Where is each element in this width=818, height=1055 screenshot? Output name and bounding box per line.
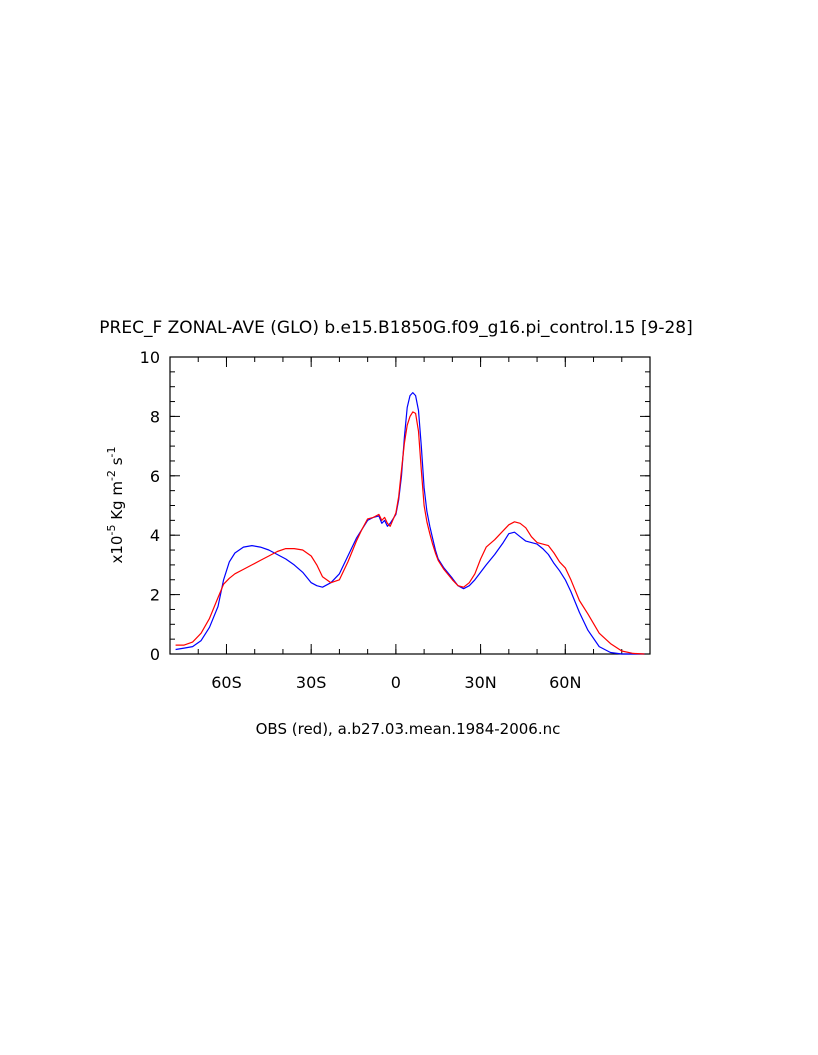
series-line-red	[175, 411, 645, 655]
y-tick-label: 6	[150, 467, 160, 486]
x-tick-label: 30S	[296, 673, 327, 692]
y-tick-label: 4	[150, 526, 160, 545]
y-tick-label: 8	[150, 407, 160, 426]
y-axis-label-exp1: -5	[105, 525, 118, 536]
tick-labels: 60S 30S 0 30N 60N 0 2 4 6 8 10	[140, 348, 582, 692]
y-axis-label-mid2: s	[108, 457, 126, 470]
chart-title: PREC_F ZONAL-AVE (GLO) b.e15.B1850G.f09_…	[99, 318, 692, 338]
y-tick-label: 2	[150, 586, 160, 605]
y-axis-label: x10-5 Kg m-2 s-1	[105, 447, 126, 564]
series-group	[175, 392, 645, 655]
x-tick-label: 60N	[549, 673, 581, 692]
x-tick-label: 30N	[464, 673, 496, 692]
series-line-blue	[175, 392, 645, 655]
x-tick-label: 0	[391, 673, 401, 692]
x-tick-label: 60S	[211, 673, 242, 692]
y-tick-label: 10	[140, 348, 160, 367]
y-tick-label: 0	[150, 645, 160, 664]
y-axis-label-exp3: -1	[105, 447, 118, 458]
x-axis-label: OBS (red), a.b27.03.mean.1984-2006.nc	[256, 720, 561, 738]
axis-ticks	[169, 356, 651, 655]
y-axis-label-prefix: x10	[108, 536, 126, 564]
y-axis-label-exp2: -2	[105, 470, 118, 481]
y-axis-label-mid: Kg m	[108, 481, 126, 525]
